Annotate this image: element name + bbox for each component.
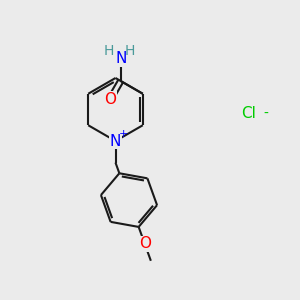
Text: N: N (110, 134, 121, 148)
Text: H: H (104, 44, 115, 58)
Text: H: H (124, 44, 135, 58)
Text: O: O (104, 92, 116, 107)
Text: Cl: Cl (242, 106, 256, 122)
Text: -: - (263, 107, 268, 121)
Text: N: N (115, 51, 126, 66)
Text: O: O (139, 236, 151, 251)
Text: +: + (119, 129, 129, 140)
